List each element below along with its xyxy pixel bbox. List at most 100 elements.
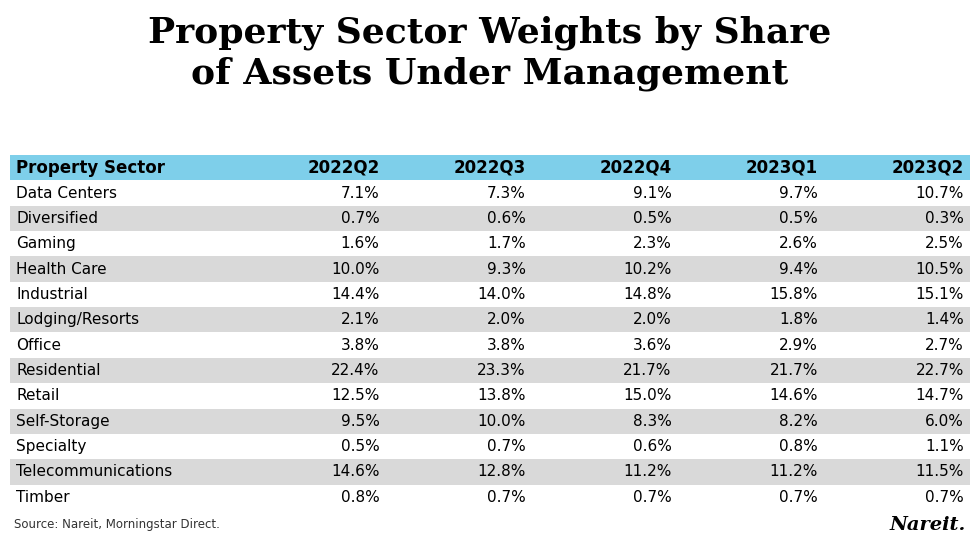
Text: 2.0%: 2.0% xyxy=(633,312,671,327)
Bar xyxy=(531,383,678,409)
Bar xyxy=(239,282,385,307)
Bar xyxy=(239,460,385,485)
Text: 22.4%: 22.4% xyxy=(331,363,379,378)
Bar xyxy=(10,155,239,180)
Text: 22.7%: 22.7% xyxy=(915,363,964,378)
Text: 6.0%: 6.0% xyxy=(925,414,964,429)
Bar xyxy=(385,206,531,231)
Bar xyxy=(824,155,970,180)
Text: Diversified: Diversified xyxy=(16,211,98,226)
Bar xyxy=(239,155,385,180)
Bar xyxy=(678,231,824,256)
Text: 12.8%: 12.8% xyxy=(477,464,525,479)
Bar xyxy=(824,180,970,206)
Bar xyxy=(239,358,385,383)
Bar xyxy=(824,307,970,332)
Text: 8.3%: 8.3% xyxy=(633,414,671,429)
Text: 2.7%: 2.7% xyxy=(925,338,964,353)
Text: 3.6%: 3.6% xyxy=(633,338,671,353)
Bar xyxy=(678,206,824,231)
Bar xyxy=(10,460,239,485)
Bar xyxy=(531,460,678,485)
Bar xyxy=(678,434,824,460)
Text: 3.8%: 3.8% xyxy=(487,338,525,353)
Bar xyxy=(239,434,385,460)
Bar xyxy=(678,358,824,383)
Text: 7.1%: 7.1% xyxy=(341,186,379,201)
Bar xyxy=(385,332,531,358)
Bar xyxy=(531,231,678,256)
Text: Health Care: Health Care xyxy=(16,262,107,277)
Bar xyxy=(531,332,678,358)
Bar xyxy=(10,256,239,282)
Bar xyxy=(385,256,531,282)
Bar xyxy=(385,180,531,206)
Bar xyxy=(678,485,824,510)
Text: 11.2%: 11.2% xyxy=(623,464,671,479)
Text: 1.8%: 1.8% xyxy=(779,312,818,327)
Text: Lodging/Resorts: Lodging/Resorts xyxy=(16,312,139,327)
Bar xyxy=(678,409,824,434)
Bar xyxy=(239,332,385,358)
Text: 2.6%: 2.6% xyxy=(779,236,818,251)
Bar xyxy=(678,155,824,180)
Bar xyxy=(531,358,678,383)
Bar xyxy=(531,485,678,510)
Text: 0.5%: 0.5% xyxy=(341,439,379,454)
Text: 14.6%: 14.6% xyxy=(769,388,818,403)
Text: 9.7%: 9.7% xyxy=(779,186,818,201)
Text: Residential: Residential xyxy=(16,363,101,378)
Bar xyxy=(824,206,970,231)
Bar xyxy=(824,282,970,307)
Bar xyxy=(10,409,239,434)
Text: 10.5%: 10.5% xyxy=(915,262,964,277)
Text: 0.7%: 0.7% xyxy=(779,490,818,505)
Bar xyxy=(10,282,239,307)
Bar xyxy=(531,256,678,282)
Text: 0.5%: 0.5% xyxy=(779,211,818,226)
Text: 2.0%: 2.0% xyxy=(487,312,525,327)
Text: 0.5%: 0.5% xyxy=(633,211,671,226)
Text: 14.6%: 14.6% xyxy=(331,464,379,479)
Bar xyxy=(824,358,970,383)
Text: Source: Nareit, Morningstar Direct.: Source: Nareit, Morningstar Direct. xyxy=(14,518,220,531)
Text: 9.4%: 9.4% xyxy=(779,262,818,277)
Text: 2022Q4: 2022Q4 xyxy=(600,159,671,177)
Bar xyxy=(678,460,824,485)
Bar xyxy=(239,206,385,231)
Bar xyxy=(10,383,239,409)
Text: 13.8%: 13.8% xyxy=(477,388,525,403)
Bar xyxy=(824,434,970,460)
Bar xyxy=(824,460,970,485)
Text: 1.1%: 1.1% xyxy=(925,439,964,454)
Bar xyxy=(678,282,824,307)
Bar xyxy=(531,282,678,307)
Text: Nareit.: Nareit. xyxy=(890,516,966,534)
Text: 0.7%: 0.7% xyxy=(487,490,525,505)
Text: 14.4%: 14.4% xyxy=(331,287,379,302)
Text: 0.7%: 0.7% xyxy=(341,211,379,226)
Text: 2.5%: 2.5% xyxy=(925,236,964,251)
Bar xyxy=(824,231,970,256)
Bar xyxy=(824,256,970,282)
Bar xyxy=(678,256,824,282)
Text: 3.8%: 3.8% xyxy=(341,338,379,353)
Text: 9.3%: 9.3% xyxy=(487,262,525,277)
Bar xyxy=(385,485,531,510)
Text: 1.4%: 1.4% xyxy=(925,312,964,327)
Text: 1.6%: 1.6% xyxy=(341,236,379,251)
Text: 0.6%: 0.6% xyxy=(633,439,671,454)
Text: Timber: Timber xyxy=(16,490,70,505)
Bar xyxy=(239,307,385,332)
Bar xyxy=(824,409,970,434)
Text: 0.6%: 0.6% xyxy=(487,211,525,226)
Text: Property Sector: Property Sector xyxy=(16,159,165,177)
Bar xyxy=(10,180,239,206)
Text: 15.1%: 15.1% xyxy=(915,287,964,302)
Text: Property Sector Weights by Share
of Assets Under Management: Property Sector Weights by Share of Asse… xyxy=(148,15,832,91)
Bar xyxy=(239,409,385,434)
Bar xyxy=(531,307,678,332)
Bar xyxy=(385,231,531,256)
Bar xyxy=(385,282,531,307)
Text: 14.0%: 14.0% xyxy=(477,287,525,302)
